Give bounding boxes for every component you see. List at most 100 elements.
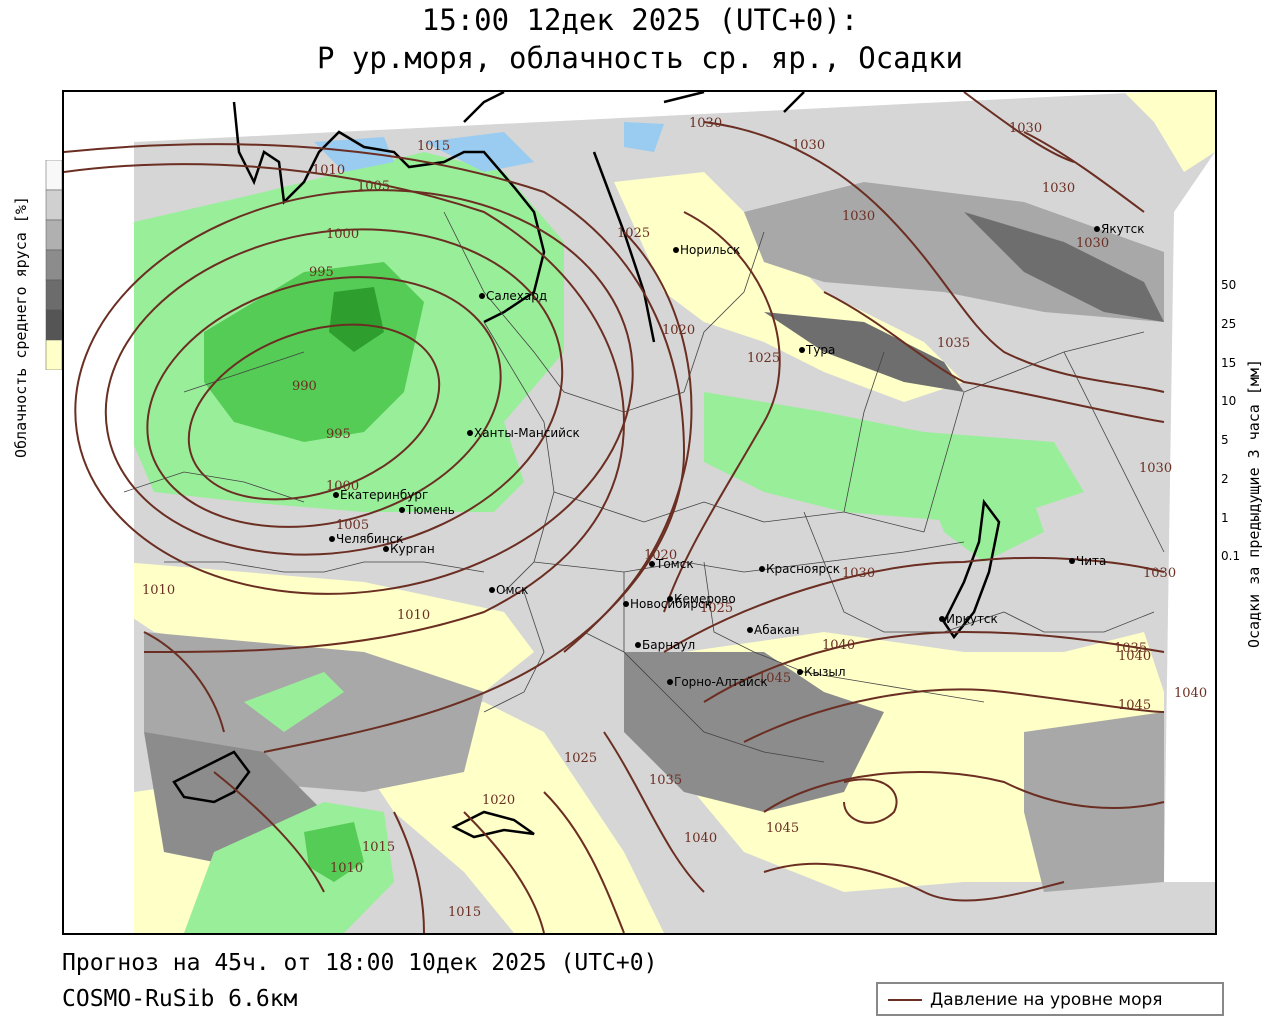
- isobar-label: 1000: [326, 479, 359, 494]
- city-label: Чита: [1076, 554, 1106, 568]
- admin-boundaries: [123, 211, 1165, 763]
- cloud-dense-band: [764, 312, 964, 392]
- cloud-scale-label: Облачность среднего яруса [%]: [12, 196, 30, 458]
- isobar-label: 1030: [1042, 181, 1075, 196]
- pressure-legend: Давление на уровне моря: [876, 982, 1224, 1016]
- city-marker: [747, 627, 753, 633]
- city-label: Кемерово: [674, 592, 736, 606]
- city-label: Якутск: [1101, 222, 1145, 236]
- isobar-label: 1040: [1174, 686, 1207, 701]
- city-marker: [489, 587, 495, 593]
- model-name: COSMO-RuSib 6.6км: [62, 986, 298, 1012]
- city-label: Иркутск: [946, 612, 998, 626]
- city-marker: [399, 507, 405, 513]
- isobar-label: 1020: [482, 793, 515, 808]
- isobar-label: 1015: [417, 139, 450, 154]
- cloud-scale-segment: [45, 279, 63, 311]
- city-label: Тюмень: [405, 503, 455, 517]
- clear-region: [1124, 92, 1215, 172]
- city-marker: [329, 536, 335, 542]
- cloud-dense-band: [964, 212, 1164, 322]
- map-title-fields: P ур.моря, облачность ср. яр., Осадки: [316, 41, 963, 75]
- precip-area: [329, 287, 384, 352]
- isobar-label: 990: [292, 379, 317, 394]
- precip-scale-tick: 10: [1221, 394, 1237, 409]
- isobar-label: 1030: [842, 566, 875, 581]
- pressure-legend-line: [888, 999, 922, 1001]
- isobar-labels: 1030 1030 1030 1030 1030 1030 1030 1015 1010 1005…: [142, 116, 1207, 920]
- city-marker: [759, 566, 765, 572]
- precip-scale-tick: 0.1: [1221, 549, 1241, 564]
- weather-map[interactable]: 1030 1030 1030 1030 1030 1030 1030 1015 1010 1005…: [62, 90, 1217, 935]
- isobar-label: 1025: [617, 226, 650, 241]
- isobar-label: 1025: [564, 751, 597, 766]
- city-label: Абакан: [754, 623, 799, 637]
- isobar-label: 1025: [747, 351, 780, 366]
- coastlines: [172, 92, 1001, 839]
- cloud-scale-segment: [45, 339, 63, 370]
- cloud-dense-band: [1024, 712, 1164, 892]
- isobar-label: 1035: [937, 336, 970, 351]
- city-label: Курган: [390, 542, 435, 556]
- cloud-scale-segment: [45, 309, 63, 341]
- city-label: Горно-Алтайск: [674, 675, 768, 689]
- city-marker: [939, 616, 945, 622]
- forecast-info: Прогноз на 45ч. от 18:00 10дек 2025 (UTC…: [62, 950, 658, 976]
- city-label: Кызыл: [804, 665, 846, 679]
- city-marker: [799, 347, 805, 353]
- isobar-label: 1005: [336, 518, 369, 533]
- isobar-label: 1035: [1114, 641, 1147, 656]
- isobar-label: 1015: [362, 840, 395, 855]
- isobar-label: 1030: [689, 116, 722, 131]
- isobars: [64, 92, 1165, 933]
- isobar-label: 995: [326, 427, 351, 442]
- isobar-label: 1010: [312, 163, 345, 178]
- city-marker: [635, 642, 641, 648]
- isobar-label: 1030: [792, 138, 825, 153]
- isobar-label: 1025: [700, 601, 733, 616]
- city-marker: [797, 669, 803, 675]
- city-marker: [623, 601, 629, 607]
- isobar-label: 1040: [684, 831, 717, 846]
- isobar-label: 1045: [1118, 698, 1151, 713]
- cloud-scale-segment: [45, 219, 63, 251]
- city-marker: [1069, 558, 1075, 564]
- cloud-scale-segment: [45, 189, 63, 221]
- city-marker: [649, 561, 655, 567]
- city-marker: [667, 596, 673, 602]
- isobar-label: 1000: [326, 227, 359, 242]
- isobar-label: 1015: [448, 905, 481, 920]
- city-label: Омск: [496, 583, 528, 597]
- isobar-label: 1030: [1076, 236, 1109, 251]
- isobar-label: 1020: [644, 548, 677, 563]
- precip-scale-tick: 2: [1221, 471, 1229, 486]
- isobar-label: 1035: [649, 773, 682, 788]
- precip-area: [924, 472, 1044, 562]
- city-label: Новосибирск: [630, 597, 712, 611]
- isobar-label: 1030: [842, 209, 875, 224]
- map-title-time: 15:00 12дек 2025 (UTC+0):: [421, 3, 859, 37]
- city-label: Норильск: [680, 243, 740, 257]
- precip-scale-tick: 25: [1221, 316, 1237, 331]
- city-marker: [333, 492, 339, 498]
- city-label: Ханты-Мансийск: [474, 426, 580, 440]
- city-label: Екатеринбург: [340, 488, 428, 502]
- precip-scale-tick: 1: [1221, 510, 1229, 525]
- city-marker: [383, 546, 389, 552]
- precip-scale-tick: 50: [1221, 278, 1237, 292]
- isobar-label: 995: [309, 265, 334, 280]
- sea-area: [624, 122, 664, 152]
- pressure-legend-label: Давление на уровне моря: [930, 990, 1163, 1010]
- city-marker: [467, 430, 473, 436]
- city-label: Челябинск: [336, 532, 403, 546]
- isobar-label: 1020: [662, 323, 695, 338]
- city-marker: [673, 247, 679, 253]
- city-label: Салехард: [486, 289, 547, 303]
- city-label: Барнаул: [642, 638, 695, 652]
- isobar-label: 1030: [1143, 566, 1176, 581]
- isobar-label: 1040: [1118, 649, 1151, 664]
- city-label: Красноярск: [766, 562, 840, 576]
- cloud-dense-band: [624, 652, 884, 812]
- isobar-label: 1010: [142, 583, 175, 598]
- precip-scale-label: Осадки за предыдущие 3 часа [мм]: [1245, 359, 1263, 648]
